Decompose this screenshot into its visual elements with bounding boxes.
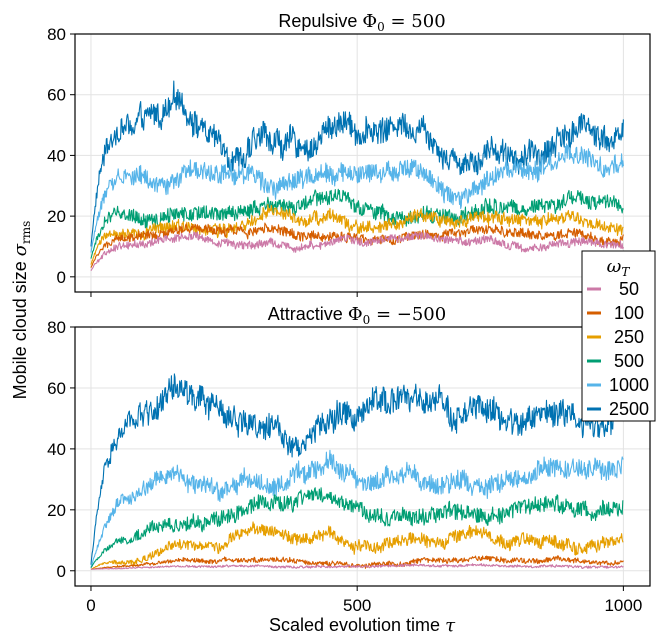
legend-label: 500	[614, 351, 644, 371]
y-tick-label: 80	[47, 318, 66, 337]
panel-repulsive: 0 20 40 60 80 Repulsive Φ0 = 500	[47, 11, 651, 297]
x-tick-label: 500	[343, 596, 371, 615]
series-line-250	[90, 521, 624, 570]
y-tick-label: 40	[47, 146, 66, 165]
series-line-50	[90, 231, 624, 272]
y-tick-label: 40	[47, 440, 66, 459]
panel-attractive: 0 20 40 60 80 0 500 1000 Attractive Φ0 = −500	[47, 304, 651, 615]
y-ticks: 0 20 40 60 80	[47, 318, 75, 581]
series-group	[90, 80, 624, 272]
y-tick-label: 0	[57, 562, 66, 581]
series-group	[90, 373, 624, 570]
plot-border	[74, 33, 651, 293]
series-line-2500	[90, 80, 624, 247]
x-tick-label: 1000	[604, 596, 642, 615]
series-line-1000	[90, 143, 624, 253]
series-line-500	[90, 487, 624, 569]
series-line-50	[90, 563, 624, 570]
y-ticks: 0 20 40 60 80	[47, 25, 75, 287]
x-ticks	[90, 292, 624, 297]
series-line-2500	[90, 373, 624, 565]
y-tick-label: 20	[47, 501, 66, 520]
series-line-1000	[90, 449, 624, 568]
y-tick-label: 20	[47, 207, 66, 226]
legend-label: 1000	[609, 375, 649, 395]
legend-label: 250	[614, 327, 644, 347]
y-tick-label: 0	[57, 268, 66, 287]
y-tick-label: 60	[47, 379, 66, 398]
plot-frame	[75, 34, 650, 292]
legend-label: 2500	[609, 399, 649, 419]
panel-title: Repulsive Φ0 = 500	[278, 11, 445, 34]
series-line-500	[90, 188, 624, 259]
legend: ωT 50 100 250 500 1000 2500	[581, 250, 656, 422]
y-axis-label: Mobile cloud size σrms	[10, 221, 33, 400]
plot-border	[74, 326, 651, 587]
legend-label: 50	[619, 279, 639, 299]
y-tick-label: 80	[47, 25, 66, 44]
x-tick-label: 0	[86, 596, 95, 615]
legend-label: 100	[614, 303, 644, 323]
legend-title: ωT	[607, 256, 631, 279]
legend-entries: 50 100 250 500 1000 2500	[587, 279, 649, 419]
x-axis-label: Scaled evolution time τ	[269, 615, 456, 636]
x-ticks: 0 500 1000	[86, 586, 642, 615]
panel-title: Attractive Φ0 = −500	[268, 304, 446, 327]
y-tick-label: 60	[47, 86, 66, 105]
